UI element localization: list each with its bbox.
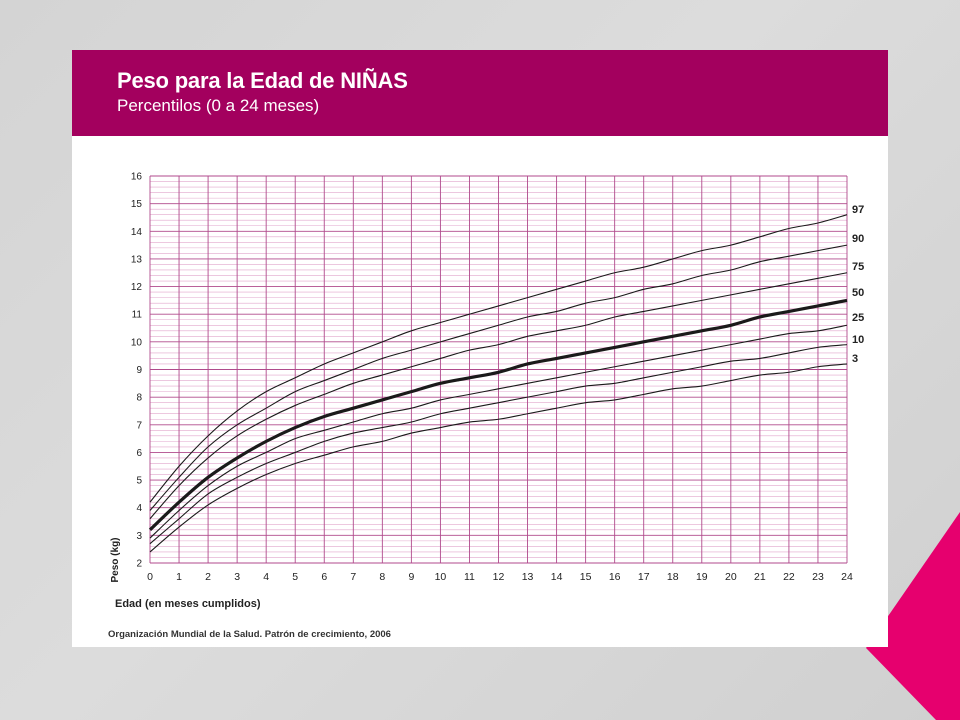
y-tick-label: 15 — [131, 199, 143, 210]
y-tick-label: 11 — [132, 310, 143, 321]
y-tick-label: 3 — [136, 531, 142, 542]
x-tick-label: 2 — [205, 571, 211, 583]
x-tick-label: 18 — [667, 571, 679, 583]
percentile-3-line — [149, 363, 848, 553]
x-tick-label: 9 — [408, 571, 414, 583]
y-tick-label: 13 — [131, 254, 143, 265]
x-tick-label: 12 — [493, 571, 505, 583]
percentile-label-3: 3 — [852, 353, 858, 365]
x-tick-label: 16 — [609, 571, 621, 583]
y-tick-label: 14 — [131, 227, 143, 238]
y-tick-label: 16 — [131, 172, 143, 183]
x-tick-label: 3 — [234, 571, 240, 583]
x-axis-label: Edad (en meses cumplidos) — [115, 598, 261, 610]
percentile-label-97: 97 — [852, 204, 864, 216]
x-tick-label: 24 — [841, 571, 853, 583]
x-tick-label: 13 — [522, 571, 534, 583]
chart-card: Peso para la Edad de NIÑAS Percentilos (… — [72, 50, 888, 647]
x-axis-ticks: 0 1 2 3 4 5 6 7 8 9 10 11 12 13 14 15 16 17 18 19 20 21 22 23 24 — [147, 571, 853, 583]
percentile-label-50: 50 — [852, 287, 864, 299]
percentile-label-90: 90 — [852, 233, 864, 245]
chart-header: Peso para la Edad de NIÑAS Percentilos (… — [72, 50, 888, 136]
y-axis-ticks: 2 3 4 5 6 7 8 9 10 11 12 13 14 15 16 — [131, 172, 143, 570]
percentile-curves — [148, 214, 848, 553]
y-tick-label: 6 — [136, 448, 142, 459]
y-tick-label: 5 — [136, 476, 142, 487]
major-gridlines — [149, 175, 848, 564]
y-tick-label: 7 — [136, 420, 142, 431]
percentile-label-10: 10 — [852, 334, 864, 346]
x-tick-label: 4 — [263, 571, 269, 583]
y-tick-label: 8 — [136, 393, 142, 404]
x-tick-label: 5 — [292, 571, 298, 583]
y-tick-label: 12 — [131, 282, 143, 293]
x-tick-label: 23 — [812, 571, 824, 583]
percentile-25-line — [149, 324, 848, 539]
percentile-90-line — [149, 244, 848, 511]
y-axis-label: Peso (kg) — [110, 537, 121, 582]
y-tick-label: 2 — [136, 559, 142, 570]
x-tick-label: 17 — [638, 571, 650, 583]
percentile-label-75: 75 — [852, 261, 864, 273]
y-tick-label: 10 — [131, 337, 143, 348]
percentile-50-line — [148, 298, 848, 531]
y-tick-label: 4 — [136, 503, 142, 514]
x-tick-label: 11 — [464, 571, 475, 583]
y-tick-label: 9 — [136, 365, 142, 376]
x-tick-label: 20 — [725, 571, 737, 583]
percentile-label-25: 25 — [852, 312, 864, 324]
x-tick-label: 8 — [379, 571, 385, 583]
accent-shape-front — [866, 512, 960, 720]
chart-title: Peso para la Edad de NIÑAS — [117, 68, 408, 93]
source-note: Organización Mundial de la Salud. Patrón… — [108, 629, 391, 640]
chart-subtitle: Percentilos (0 a 24 meses) — [117, 96, 320, 115]
x-tick-label: 1 — [176, 571, 182, 583]
x-tick-label: 0 — [147, 571, 153, 583]
x-tick-label: 19 — [696, 571, 708, 583]
percentile-97-line — [149, 214, 848, 503]
percentile-labels: 97 90 75 50 25 10 3 — [852, 204, 864, 365]
x-tick-label: 15 — [580, 571, 592, 583]
x-tick-label: 14 — [551, 571, 563, 583]
x-tick-label: 6 — [321, 571, 327, 583]
x-tick-label: 21 — [754, 571, 766, 583]
percentile-75-line — [149, 272, 848, 520]
x-tick-label: 10 — [435, 571, 447, 583]
percentile-10-line — [149, 344, 848, 545]
x-tick-label: 7 — [350, 571, 356, 583]
x-tick-label: 22 — [783, 571, 795, 583]
